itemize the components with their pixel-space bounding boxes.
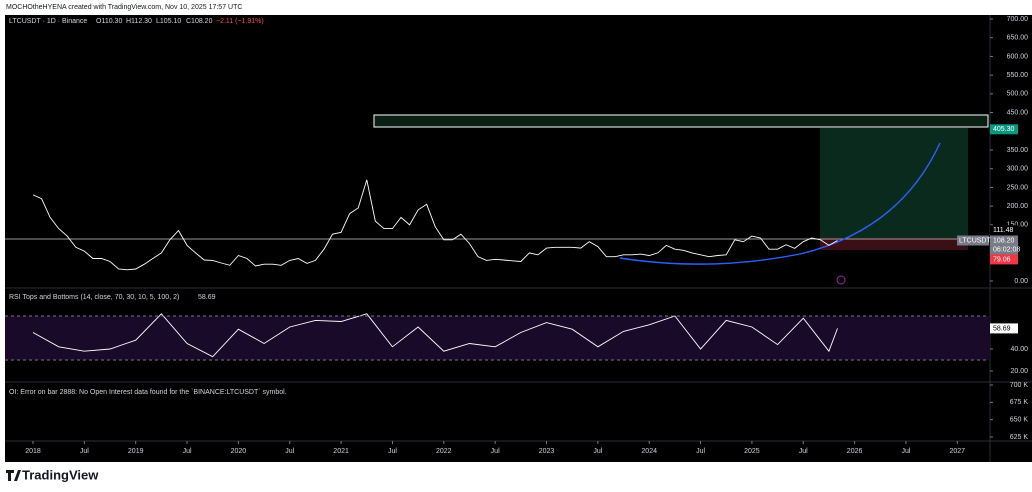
y-tick-label: 550.00 [1007,72,1029,79]
price-label: 111.48 [993,227,1013,234]
y-tick-label: 625 K [1010,434,1029,441]
x-tick-label: 2018 [25,448,41,455]
x-tick-label: 2026 [847,448,863,455]
y-tick-label: 700.00 [1007,16,1029,23]
stop-zone [820,238,968,250]
ohlc-value: L105.10 [156,18,181,25]
x-tick-label: 2021 [333,448,349,455]
x-tick-label: 2020 [231,448,247,455]
y-tick-label: 600.00 [1007,53,1029,60]
price-label: 108.20 [993,237,1015,244]
ohlc-value: H112.30 [126,18,152,25]
header-text: MOCHOtheHYENA created with TradingView.c… [6,4,242,11]
price-line [32,313,838,358]
y-tick-label: 650 K [1010,417,1029,424]
x-tick-label: 2027 [950,448,966,455]
x-tick-label: Jul [80,448,89,455]
price-label-bg [990,124,1018,135]
x-tick-label: 2023 [539,448,555,455]
price-label-bg [990,235,1018,246]
y-tick-label: 675 K [1010,399,1029,406]
panel-title: LTCUSDT · 1D · Binance [9,18,87,25]
target-zone [820,128,968,238]
x-tick-label: 2025 [744,448,760,455]
ohlc-value: C108.20 [186,18,213,25]
y-tick-label: 0.00 [1014,278,1028,285]
y-tick-label: 450.00 [1007,109,1029,116]
symbol-tag-bg [957,235,989,246]
price-label: 79.06 [993,256,1011,263]
x-tick-label: Jul [183,448,192,455]
plot: LTCUSDT · 1D · Binance 700.00 650.00 600.00… [5,16,1028,455]
event-icon [836,275,846,285]
symbol-tag: LTCUSDT [959,237,991,244]
panel-title: RSI Tops and Bottoms (14, close, 70, 30,… [9,294,179,301]
x-tick-label: Jul [285,448,294,455]
x-tick-label: 2022 [436,448,452,455]
y-tick-label: 40.00 [1010,346,1028,353]
countdown: 06:02:08 [993,246,1020,253]
logo-text: TradingView [22,467,99,482]
y-tick-label: 350.00 [1007,147,1029,154]
x-tick-label: Jul [696,448,705,455]
x-tick-label: Jul [388,448,397,455]
rsi-last-bg [990,323,1018,334]
y-tick-label: 200.00 [1007,203,1029,210]
y-tick-label: 150.00 [1007,222,1029,229]
y-tick-label: 250.00 [1007,184,1029,191]
ohlc-value: O110.30 [96,18,122,25]
countdown-bg [990,245,1018,254]
panel-title: OI: Error on bar 2888: No Open Interest … [9,389,287,396]
trend-curve [619,142,941,265]
price-label-bg [990,254,1018,265]
x-tick-label: Jul [491,448,500,455]
price-label-bg [990,225,1018,236]
x-tick-label: 2024 [641,448,657,455]
x-tick-label: Jul [799,448,808,455]
resistance-box [373,114,989,128]
logo-icon [6,470,21,481]
y-tick-label: 300.00 [1007,166,1029,173]
y-tick-label: 650.00 [1007,35,1029,42]
rsi-title-value: 58.69 [198,294,216,301]
x-tick-label: Jul [901,448,910,455]
x-tick-label: 2019 [128,448,144,455]
rsi-last-label: 58.69 [993,325,1011,332]
y-tick-label: 20.00 [1010,368,1028,375]
y-tick-label: 500.00 [1007,91,1029,98]
y-tick-label: 700 K [1010,382,1029,389]
price-line [32,179,838,271]
ohlc-value: −2.11 (−1.91%) [216,18,264,25]
price-label: 405.30 [993,126,1015,133]
x-tick-label: Jul [593,448,602,455]
